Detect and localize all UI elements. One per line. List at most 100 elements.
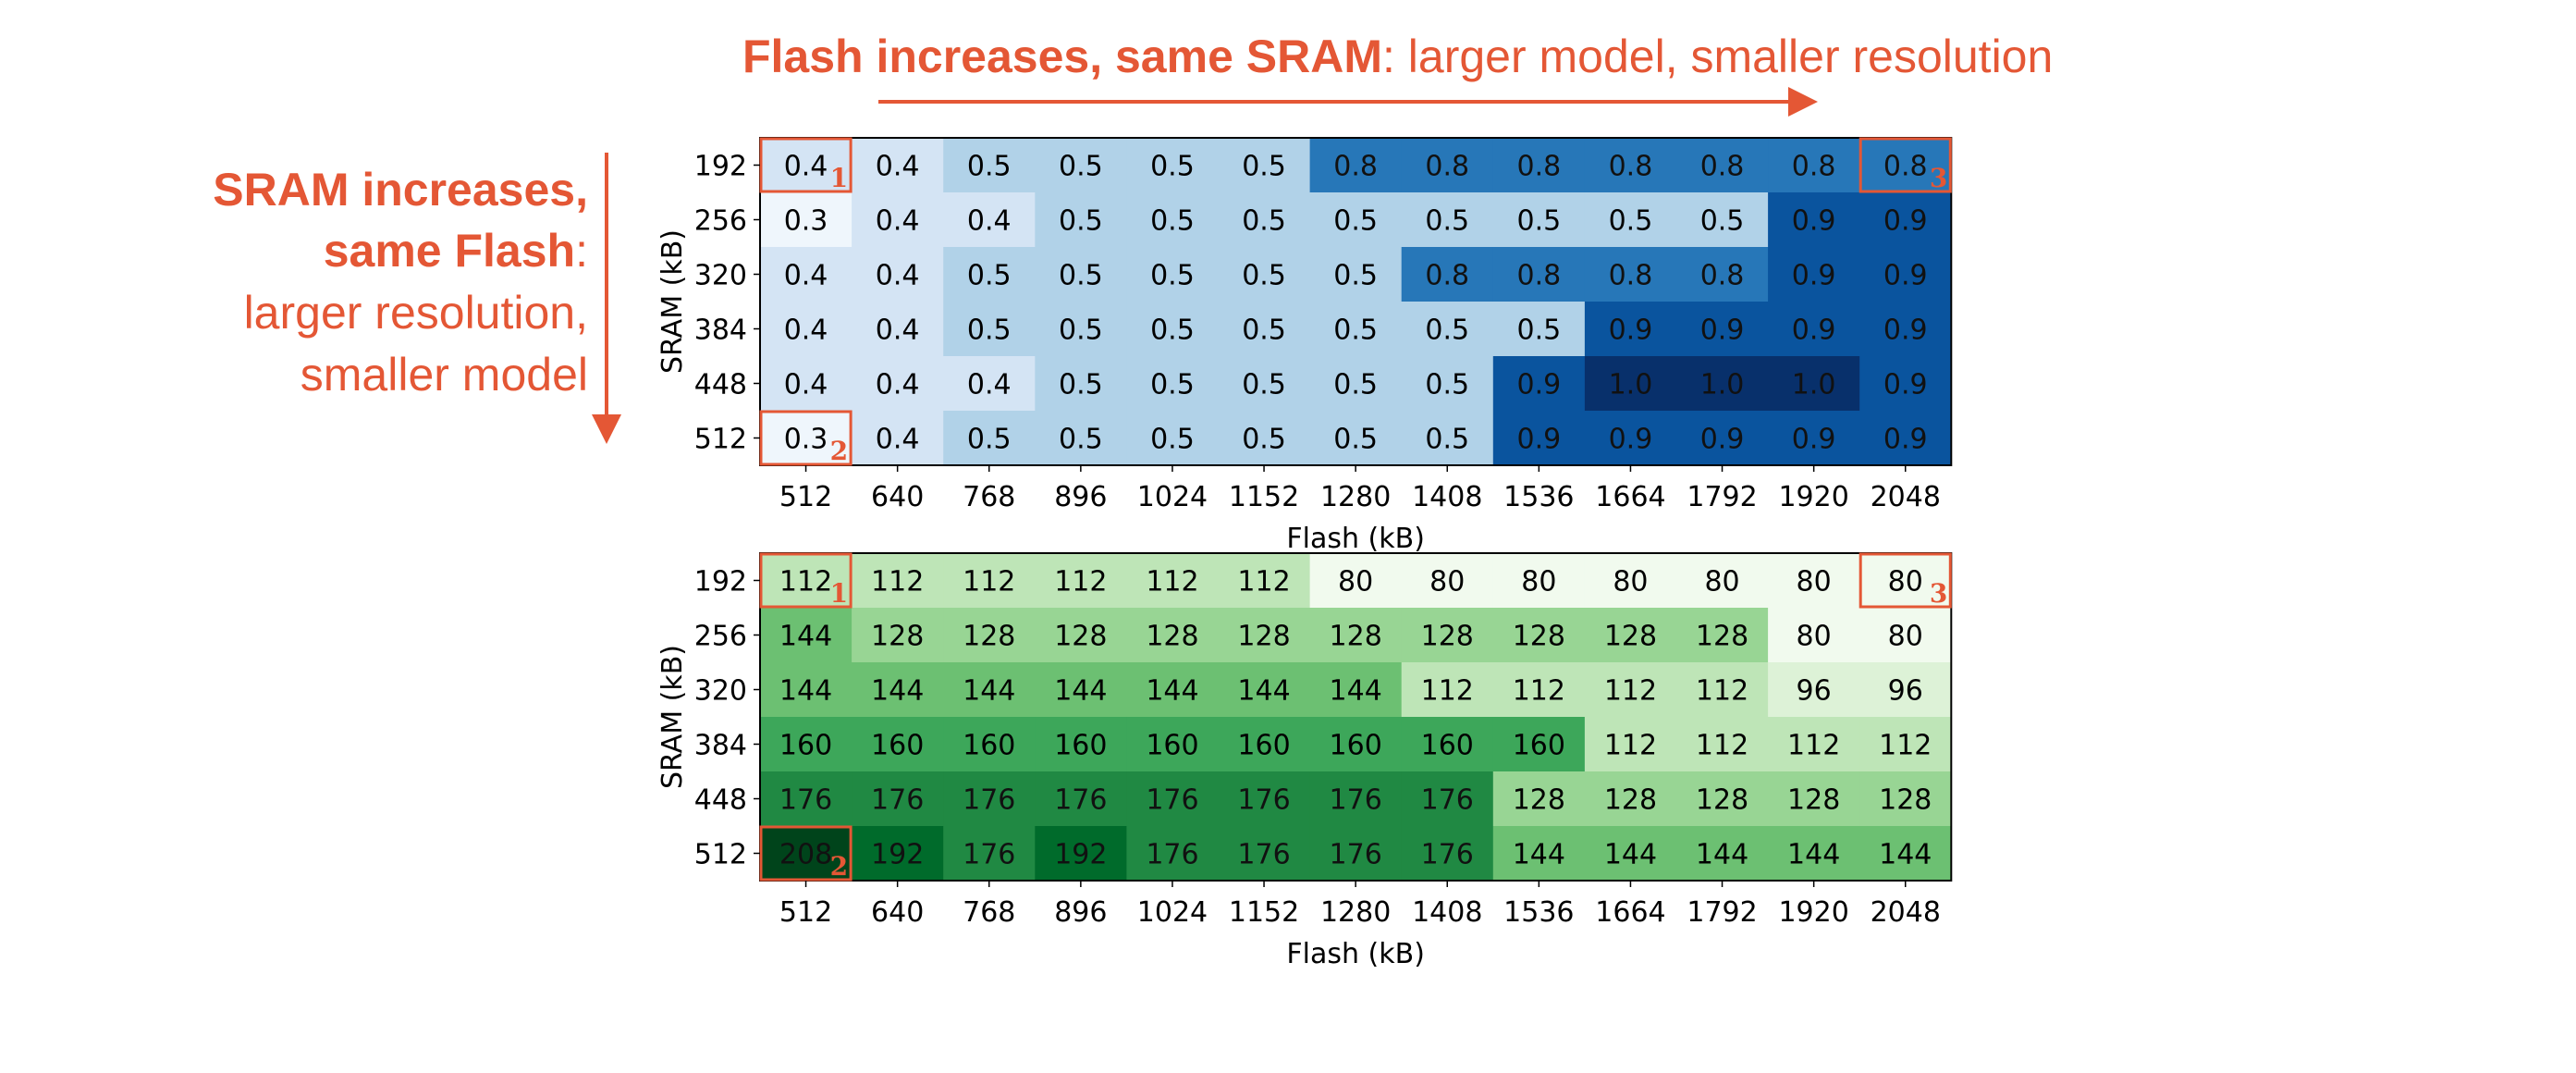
- blue-cell-value: 0.8: [1333, 151, 1378, 183]
- blue-cell: [1859, 411, 1952, 466]
- green-cell: [1492, 771, 1586, 827]
- green-cell-value: 112: [1513, 675, 1565, 708]
- green-cell-value: 144: [779, 621, 832, 653]
- blue-cell-value: 0.5: [1333, 314, 1378, 347]
- blue-cell-value: 0.5: [1333, 424, 1378, 456]
- green-cell-value: 80: [1704, 566, 1739, 598]
- top-annotation-bold: Flash increases, same SRAM: [742, 31, 1382, 82]
- blue-cell-value: 0.4: [876, 369, 920, 401]
- green-cell-value: 176: [1237, 784, 1290, 817]
- green-cell-value: 144: [779, 675, 832, 708]
- green-cell: [1035, 771, 1127, 827]
- blue-cell: [760, 302, 853, 357]
- blue-cell: [1768, 138, 1860, 193]
- green-cell-value: 176: [871, 784, 924, 817]
- green-cell: [1676, 771, 1769, 827]
- blue-cell-value: 0.5: [1609, 205, 1653, 238]
- green-cell: [1035, 662, 1127, 718]
- green-cell: [1584, 662, 1677, 718]
- green-cell-value: 80: [1429, 566, 1465, 598]
- green-cell: [1676, 826, 1769, 882]
- green-cell-value: 144: [1054, 675, 1107, 708]
- blue-cell: [1584, 356, 1677, 412]
- green-cell-value: 112: [1787, 730, 1840, 762]
- heatmap-blue: 0.4 0.4 0.5 0.5 0.5 0.5 0.8 0.8 0.8 0.8 0.8 0.8 0.8 0…: [656, 137, 1953, 555]
- blue-cell: [1218, 356, 1311, 412]
- blue-cell: [1492, 138, 1586, 193]
- blue-y-tick-label: 192: [694, 151, 747, 183]
- green-cell-value: 144: [1330, 675, 1382, 708]
- green-cell: [852, 553, 944, 609]
- green-cell-value: 128: [1696, 784, 1748, 817]
- blue-cell-value: 0.5: [1150, 369, 1195, 401]
- blue-cell: [943, 411, 1036, 466]
- blue-cell: [1492, 411, 1586, 466]
- blue-x-tick-label: 640: [871, 481, 924, 513]
- green-cell: [1492, 608, 1586, 663]
- blue-highlight-box: [759, 410, 853, 466]
- blue-cell-value: 0.5: [967, 151, 1012, 183]
- green-x-tick-label: 1664: [1595, 896, 1665, 929]
- green-cell: [1218, 771, 1311, 827]
- blue-cell-value: 0.9: [1792, 424, 1836, 456]
- green-corner-marker: 3: [1930, 578, 1947, 609]
- blue-cell: [1309, 302, 1403, 357]
- green-y-tick-label: 512: [694, 839, 747, 871]
- blue-cell-value: 0.9: [1700, 424, 1745, 456]
- green-cell: [760, 717, 853, 772]
- green-cell-value: 144: [1604, 839, 1657, 871]
- green-highlight-box: [1858, 552, 1952, 609]
- blue-cell-value: 0.5: [967, 314, 1012, 347]
- blue-cell-value: 0.4: [876, 260, 920, 292]
- green-cell: [852, 717, 944, 772]
- blue-x-tick-label: 1024: [1137, 481, 1208, 513]
- blue-cell-value: 1.0: [1700, 369, 1745, 401]
- blue-cell: [1218, 302, 1311, 357]
- heatmap-green-highlights: 1 2 3: [759, 552, 1952, 882]
- blue-cell: [1309, 356, 1403, 412]
- green-cell: [1584, 608, 1677, 663]
- blue-cell: [1401, 138, 1494, 193]
- blue-cell: [1126, 356, 1220, 412]
- blue-corner-marker: 3: [1930, 163, 1947, 193]
- blue-cell: [1492, 192, 1586, 248]
- green-cell: [1859, 608, 1952, 663]
- green-cell: [760, 771, 853, 827]
- green-cell-value: 160: [1054, 730, 1107, 762]
- green-cell: [1126, 608, 1220, 663]
- green-cell-value: 176: [1330, 784, 1382, 817]
- green-cell: [943, 826, 1036, 882]
- blue-x-tick-label: 1408: [1412, 481, 1482, 513]
- green-cell-value: 176: [963, 784, 1015, 817]
- blue-cell-value: 0.5: [1059, 151, 1103, 183]
- blue-cell: [1401, 247, 1494, 302]
- green-cell: [1126, 717, 1220, 772]
- blue-cell: [1126, 192, 1220, 248]
- green-cell: [943, 553, 1036, 609]
- green-cell: [1676, 553, 1769, 609]
- green-cell-value: 80: [1521, 566, 1556, 598]
- green-cell-value: 128: [1696, 621, 1748, 653]
- green-cell: [943, 608, 1036, 663]
- blue-cell-value: 0.5: [1700, 205, 1745, 238]
- blue-x-tick-label: 1152: [1229, 481, 1299, 513]
- blue-cell-value: 0.4: [784, 369, 828, 401]
- green-cell: [1401, 771, 1494, 827]
- blue-cell-value: 0.5: [1242, 424, 1286, 456]
- blue-cell: [1401, 192, 1494, 248]
- green-cell: [760, 553, 853, 609]
- left-annotation-line2: same Flash:: [324, 225, 588, 277]
- blue-x-tick-label: 1792: [1687, 481, 1757, 513]
- green-cell-value: 192: [871, 839, 924, 871]
- blue-y-tick-label: 256: [694, 205, 747, 238]
- blue-cell-value: 0.9: [1792, 260, 1836, 292]
- blue-cell-value: 0.4: [967, 205, 1012, 238]
- green-cell: [1401, 553, 1494, 609]
- left-annotation-bold-line2: same Flash: [324, 225, 575, 277]
- green-cell-value: 144: [1146, 675, 1198, 708]
- green-cell: [852, 662, 944, 718]
- green-cell-value: 160: [1330, 730, 1382, 762]
- green-x-tick-label: 2048: [1871, 896, 1941, 929]
